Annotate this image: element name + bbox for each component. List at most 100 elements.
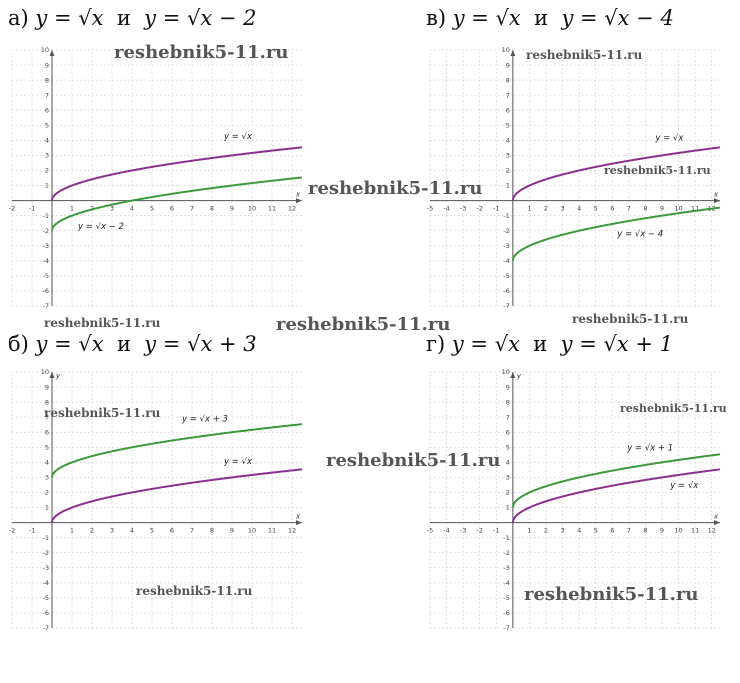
- series-label: y = √x + 3: [181, 415, 228, 425]
- y-tick-label: 10: [502, 46, 510, 54]
- x-tick-label: 10: [674, 205, 682, 213]
- x-tick-label: 7: [190, 527, 194, 535]
- x-tick-label: 6: [170, 205, 174, 213]
- y-tick-label: 5: [506, 443, 510, 451]
- x-tick-label: 3: [561, 205, 565, 213]
- y-tick-label: 8: [45, 398, 49, 406]
- watermark: reshebnik5-11.ru: [308, 178, 483, 199]
- watermark: reshebnik5-11.ru: [524, 584, 699, 605]
- x-tick-label: 7: [627, 527, 631, 535]
- equation-shifted: y = √x − 4: [561, 6, 674, 30]
- x-tick-label: 5: [594, 527, 598, 535]
- y-tick-label: -5: [43, 272, 49, 280]
- y-tick-label: 2: [45, 489, 49, 497]
- x-tick-label: -3: [460, 205, 466, 213]
- y-axis-label: y: [55, 372, 61, 380]
- x-tick-label: -1: [493, 527, 499, 535]
- conjunction: и: [534, 6, 549, 30]
- y-tick-label: 3: [45, 474, 49, 482]
- x-tick-label: 10: [248, 527, 256, 535]
- y-tick-label: 2: [506, 489, 510, 497]
- y-tick-label: 2: [506, 167, 510, 175]
- x-axis-label: x: [713, 191, 719, 199]
- conjunction: и: [116, 6, 131, 30]
- x-tick-label: 4: [130, 527, 134, 535]
- y-tick-label: 5: [45, 121, 49, 129]
- x-tick-label: 3: [110, 527, 114, 535]
- x-tick-label: 8: [643, 527, 647, 535]
- y-tick-label: 8: [506, 398, 510, 406]
- x-tick-label: 10: [674, 527, 682, 535]
- y-tick-label: 2: [45, 167, 49, 175]
- y-tick-label: 9: [45, 61, 49, 69]
- chart-a: x-2 -1 1 2 3 4 5 6 7 8 9 10 11 12-7-6-5-4-3-2-1123456…: [9, 46, 303, 310]
- panel-title-g: г) y = √x и y = √x + 1: [426, 332, 673, 356]
- panel-title-b: б) y = √x и y = √x + 3: [8, 332, 257, 356]
- y-tick-label: 7: [45, 413, 49, 421]
- y-tick-label: 7: [506, 413, 510, 421]
- equation-base: y = √x: [35, 6, 104, 30]
- x-axis-arrow: [296, 520, 302, 526]
- x-tick-label: -5: [427, 527, 433, 535]
- y-tick-label: -1: [43, 534, 49, 542]
- y-tick-label: 9: [45, 383, 49, 391]
- x-tick-label: 3: [561, 527, 565, 535]
- x-tick-label: 1: [527, 527, 531, 535]
- y-tick-label: 7: [45, 91, 49, 99]
- x-tick-label: 4: [130, 205, 134, 213]
- equation-shifted: y = √x + 3: [144, 332, 257, 356]
- y-tick-label: -6: [503, 609, 509, 617]
- y-tick-label: 7: [506, 91, 510, 99]
- y-tick-label: -4: [503, 579, 509, 587]
- y-tick-label: 1: [45, 504, 49, 512]
- y-tick-label: -1: [503, 534, 509, 542]
- y-tick-label: -1: [43, 212, 49, 220]
- y-tick-label: -6: [503, 287, 509, 295]
- y-tick-label: 8: [506, 76, 510, 84]
- x-tick-label: 11: [691, 527, 699, 535]
- x-tick-label: 2: [544, 205, 548, 213]
- y-tick-label: 1: [506, 504, 510, 512]
- conjunction: и: [533, 332, 548, 356]
- y-tick-label: -4: [43, 257, 49, 265]
- conjunction: и: [116, 332, 131, 356]
- x-tick-label: 12: [708, 527, 716, 535]
- y-axis-label: y: [516, 372, 522, 380]
- equation-shifted: y = √x + 1: [560, 332, 673, 356]
- x-tick-label: 12: [288, 527, 296, 535]
- panel-title-a: а) y = √x и y = √x − 2: [8, 6, 257, 30]
- x-tick-label: 2: [544, 527, 548, 535]
- series-label: y = √x: [654, 133, 684, 143]
- y-tick-label: -2: [503, 227, 509, 235]
- y-tick-label: -4: [503, 257, 509, 265]
- y-tick-label: -3: [43, 242, 49, 250]
- y-axis-arrow: [49, 372, 55, 378]
- x-tick-label: 11: [268, 527, 276, 535]
- y-tick-label: -7: [43, 624, 49, 632]
- x-tick-label: -4: [443, 527, 449, 535]
- equation-base: y = √x: [451, 332, 520, 356]
- x-tick-label: 7: [190, 205, 194, 213]
- y-tick-label: 9: [506, 383, 510, 391]
- x-axis-arrow: [296, 198, 302, 204]
- x-tick-label: -1: [493, 205, 499, 213]
- y-tick-label: 9: [506, 61, 510, 69]
- series-label: y = √x − 4: [616, 230, 663, 240]
- x-tick-label: -4: [443, 205, 449, 213]
- x-tick-label: -3: [460, 527, 466, 535]
- x-tick-label: -2: [9, 527, 15, 535]
- y-tick-label: 6: [45, 106, 49, 114]
- x-axis-label: x: [295, 191, 301, 199]
- x-tick-label: 6: [610, 205, 614, 213]
- watermark: reshebnik5-11.ru: [620, 402, 727, 415]
- x-tick-label: 9: [230, 527, 234, 535]
- y-tick-label: 3: [45, 152, 49, 160]
- y-tick-label: 10: [41, 46, 49, 54]
- x-axis-label: x: [713, 513, 719, 521]
- x-axis-label: x: [295, 513, 301, 521]
- y-tick-label: 4: [506, 459, 510, 467]
- y-tick-label: -2: [503, 549, 509, 557]
- y-tick-label: -6: [43, 287, 49, 295]
- y-axis-arrow: [49, 50, 55, 56]
- watermark: reshebnik5-11.ru: [136, 584, 253, 598]
